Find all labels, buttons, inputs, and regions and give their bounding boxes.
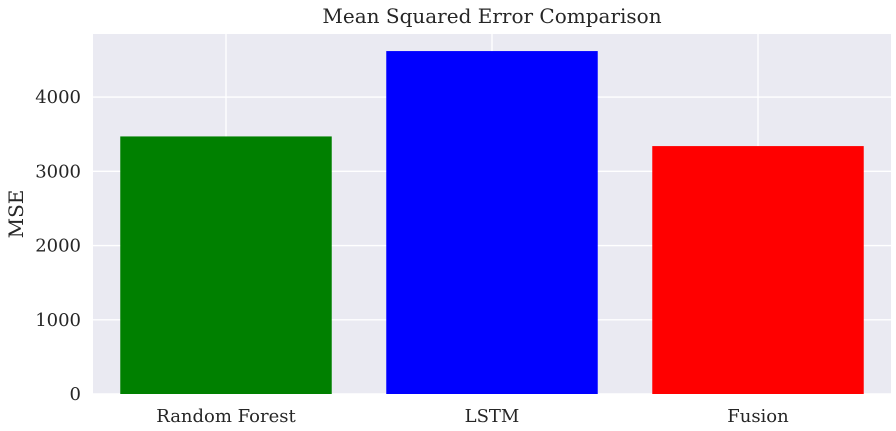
y-tick-label: 3000 (35, 161, 81, 182)
y-axis-title: MSE (4, 190, 28, 239)
chart-title: Mean Squared Error Comparison (322, 4, 661, 28)
bar-random-forest (120, 136, 332, 394)
x-tick-label: Random Forest (156, 406, 296, 427)
x-tick-label: LSTM (465, 406, 520, 427)
bar-fusion (652, 146, 864, 394)
y-tick-label: 1000 (35, 310, 81, 331)
bar-lstm (386, 51, 598, 394)
y-tick-label: 0 (70, 384, 81, 405)
x-tick-label: Fusion (727, 406, 789, 427)
y-tick-label: 4000 (35, 87, 81, 108)
plot-area: 0 1000 2000 3000 4000 Random Forest LSTM Fusion (35, 34, 891, 427)
y-tick-label: 2000 (35, 236, 81, 257)
